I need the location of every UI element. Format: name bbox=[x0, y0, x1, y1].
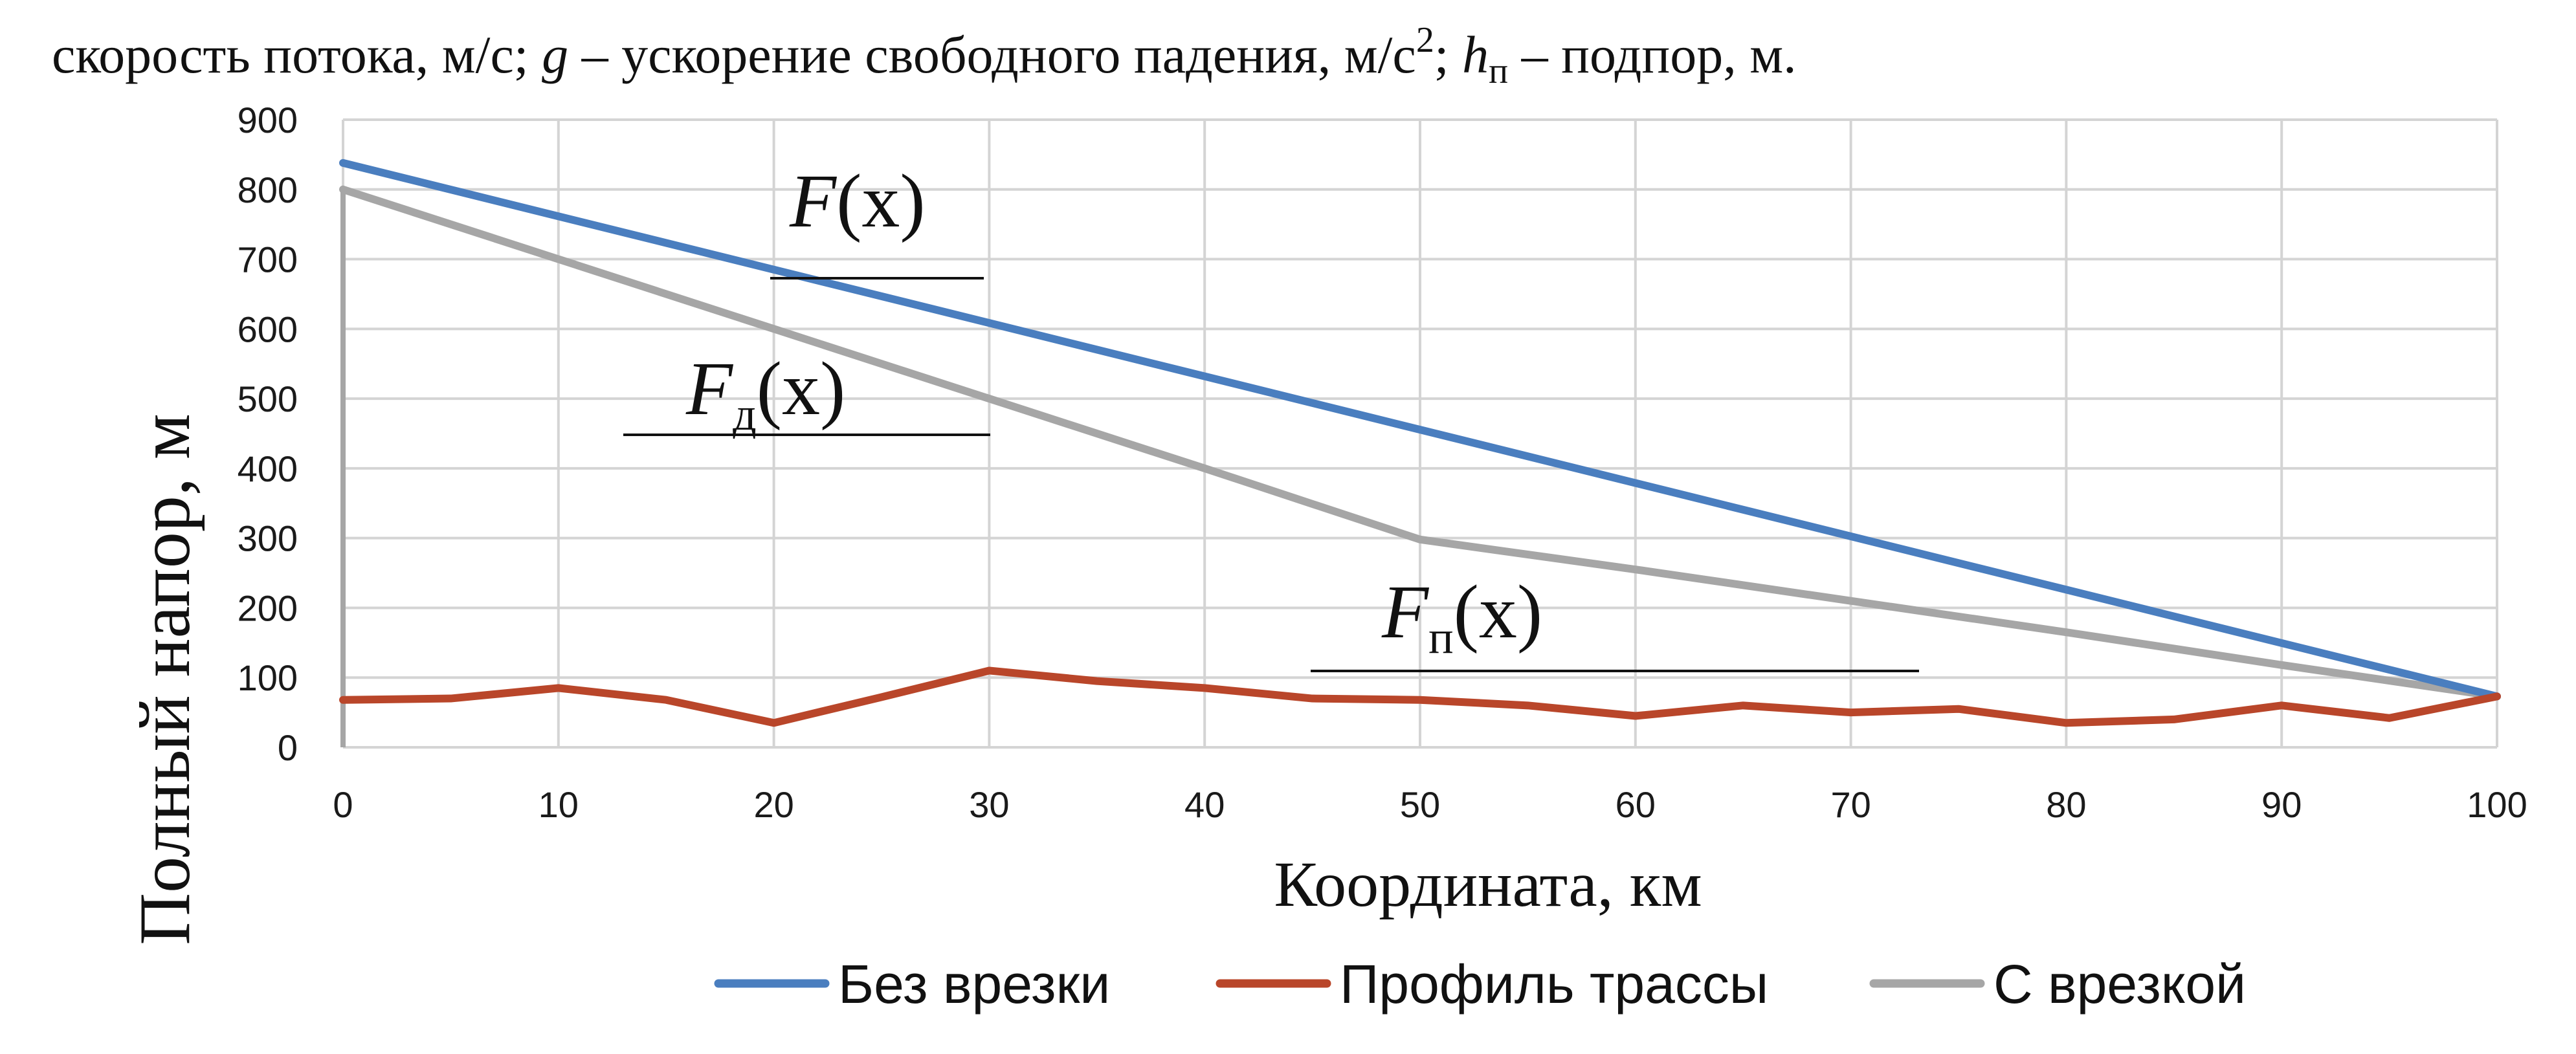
y-axis-ticks: 0 100 200 300 400 500 600 700 800 900 bbox=[238, 100, 298, 768]
annotation-f: F(x) bbox=[789, 159, 926, 243]
x-tick-label: 90 bbox=[2261, 784, 2302, 825]
y-tick-label: 900 bbox=[238, 100, 298, 140]
annotation-fd-sub: д bbox=[733, 388, 757, 440]
annotation-fp: Fп(x) bbox=[1381, 569, 1542, 663]
annotation-f-arg: (x) bbox=[836, 159, 926, 243]
legend-label: Профиль трассы bbox=[1340, 954, 1768, 1015]
x-tick-label: 10 bbox=[539, 784, 579, 825]
x-tick-label: 80 bbox=[2046, 784, 2086, 825]
y-tick-label: 200 bbox=[238, 587, 298, 628]
y-tick-label: 300 bbox=[238, 518, 298, 559]
header-g-symbol: g bbox=[542, 25, 568, 84]
header-part3: ; bbox=[1434, 25, 1462, 84]
header-sup2: 2 bbox=[1416, 20, 1434, 60]
series-line-2 bbox=[339, 185, 2501, 701]
annotation-fd: Fд(x) bbox=[685, 346, 845, 440]
legend-label: Без врезки bbox=[838, 954, 1110, 1015]
y-tick-label: 700 bbox=[238, 239, 298, 280]
x-axis-ticks: 0 10 20 30 40 50 60 70 80 90 100 bbox=[333, 784, 2527, 825]
series-layer bbox=[339, 159, 2501, 747]
annotation-fd-main: F bbox=[685, 346, 734, 431]
x-axis-title: Координата, км bbox=[1274, 848, 1702, 920]
x-tick-label: 0 bbox=[333, 784, 353, 825]
series-line-0 bbox=[339, 159, 2501, 701]
x-tick-label: 20 bbox=[753, 784, 794, 825]
annotation-fp-arg: (x) bbox=[1454, 569, 1543, 654]
header-part4: – подпор, м. bbox=[1508, 25, 1797, 84]
series-line-1 bbox=[339, 666, 2501, 727]
y-tick-label: 100 bbox=[238, 657, 298, 698]
x-tick-label: 50 bbox=[1400, 784, 1440, 825]
annotation-fp-sub: п bbox=[1428, 611, 1454, 663]
header-caption: скорость потока, м/с; g – ускорение своб… bbox=[52, 20, 1797, 91]
x-tick-label: 40 bbox=[1184, 784, 1225, 825]
x-tick-label: 70 bbox=[1830, 784, 1871, 825]
y-tick-label: 800 bbox=[238, 170, 298, 210]
legend-label: С врезкой bbox=[1993, 954, 2246, 1015]
header-h-symbol: h bbox=[1462, 25, 1489, 84]
annotation-f-main: F bbox=[789, 159, 838, 243]
header-part2: – ускорение свободного падения, м/с bbox=[568, 25, 1416, 84]
x-tick-label: 60 bbox=[1616, 784, 1656, 825]
y-tick-label: 0 bbox=[278, 727, 298, 768]
y-tick-label: 500 bbox=[238, 379, 298, 419]
y-tick-label: 400 bbox=[238, 448, 298, 489]
header-h-sub: п bbox=[1489, 51, 1508, 91]
header-part1: скорость потока, м/с; bbox=[52, 25, 542, 84]
legend: Без врезки Профиль трассы С врезкой bbox=[714, 954, 2246, 1015]
y-axis-title: Полный напор, м bbox=[125, 413, 205, 945]
y-tick-label: 600 bbox=[238, 309, 298, 349]
x-tick-label: 100 bbox=[2467, 784, 2527, 825]
x-tick-label: 30 bbox=[969, 784, 1009, 825]
annotation-fd-arg: (x) bbox=[757, 346, 846, 431]
annotation-fp-main: F bbox=[1381, 569, 1430, 654]
